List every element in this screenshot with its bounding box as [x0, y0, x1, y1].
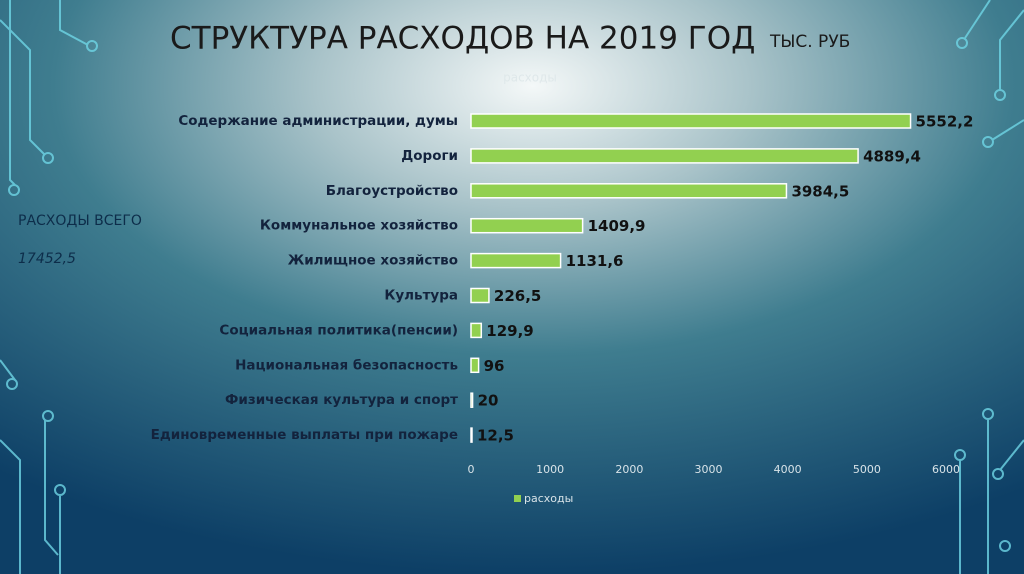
y-tick-label: Социальная политика(пенсии)	[219, 322, 458, 338]
total-value: 17452,5	[18, 251, 76, 267]
value-label: 226,5	[494, 287, 541, 305]
bar	[470, 217, 584, 234]
bar	[470, 287, 490, 304]
x-tick-label: 1000	[536, 463, 564, 476]
value-label: 1131,6	[566, 252, 624, 270]
x-tick-label: 2000	[615, 463, 643, 476]
x-tick-label: 6000	[932, 463, 960, 476]
y-tick-label: Культура	[384, 288, 458, 304]
y-tick-label: Коммунальное хозяйство	[260, 218, 458, 234]
bar	[470, 427, 473, 443]
x-tick-label: 5000	[853, 463, 881, 476]
y-tick-label: Благоустройство	[326, 183, 458, 199]
y-tick-label: Физическая культура и спорт	[225, 392, 458, 408]
bar	[470, 252, 562, 269]
value-label: 3984,5	[791, 182, 849, 200]
value-label: 96	[484, 357, 505, 375]
x-tick-label: 4000	[774, 463, 802, 476]
bar	[470, 357, 480, 374]
total-label: РАСХОДЫ ВСЕГО	[18, 213, 142, 229]
legend-swatch	[514, 495, 521, 502]
y-tick-label: Дороги	[401, 148, 458, 164]
chart: 0 1000 2000 3000 4000 5000 6000 Содержание адми…	[151, 113, 974, 506]
bar	[470, 148, 859, 164]
y-tick-label: Национальная безопасность	[235, 357, 458, 373]
chart-title: расходы	[503, 71, 557, 85]
x-tick-label: 3000	[695, 463, 723, 476]
y-tick-label: Содержание администрации, думы	[178, 113, 458, 129]
value-label: 12,5	[477, 427, 514, 445]
slide-subtitle: ТЫС. РУБ	[769, 32, 850, 52]
legend-label: расходы	[524, 492, 573, 505]
slide-title: СТРУКТУРА РАСХОДОВ НА 2019 ГОД	[170, 21, 755, 57]
value-label: 5552,2	[916, 113, 974, 131]
value-label: 20	[478, 392, 499, 410]
bar	[470, 113, 912, 129]
bar	[470, 183, 788, 199]
bar	[470, 322, 483, 339]
x-tick-label: 0	[468, 463, 475, 476]
y-tick-label: Жилищное хозяйство	[288, 253, 458, 269]
value-label: 4889,4	[863, 147, 921, 165]
bar	[470, 392, 474, 408]
value-label: 129,9	[486, 322, 533, 340]
value-label: 1409,9	[588, 217, 646, 235]
y-tick-label: Единовременные выплаты при пожаре	[151, 427, 458, 443]
